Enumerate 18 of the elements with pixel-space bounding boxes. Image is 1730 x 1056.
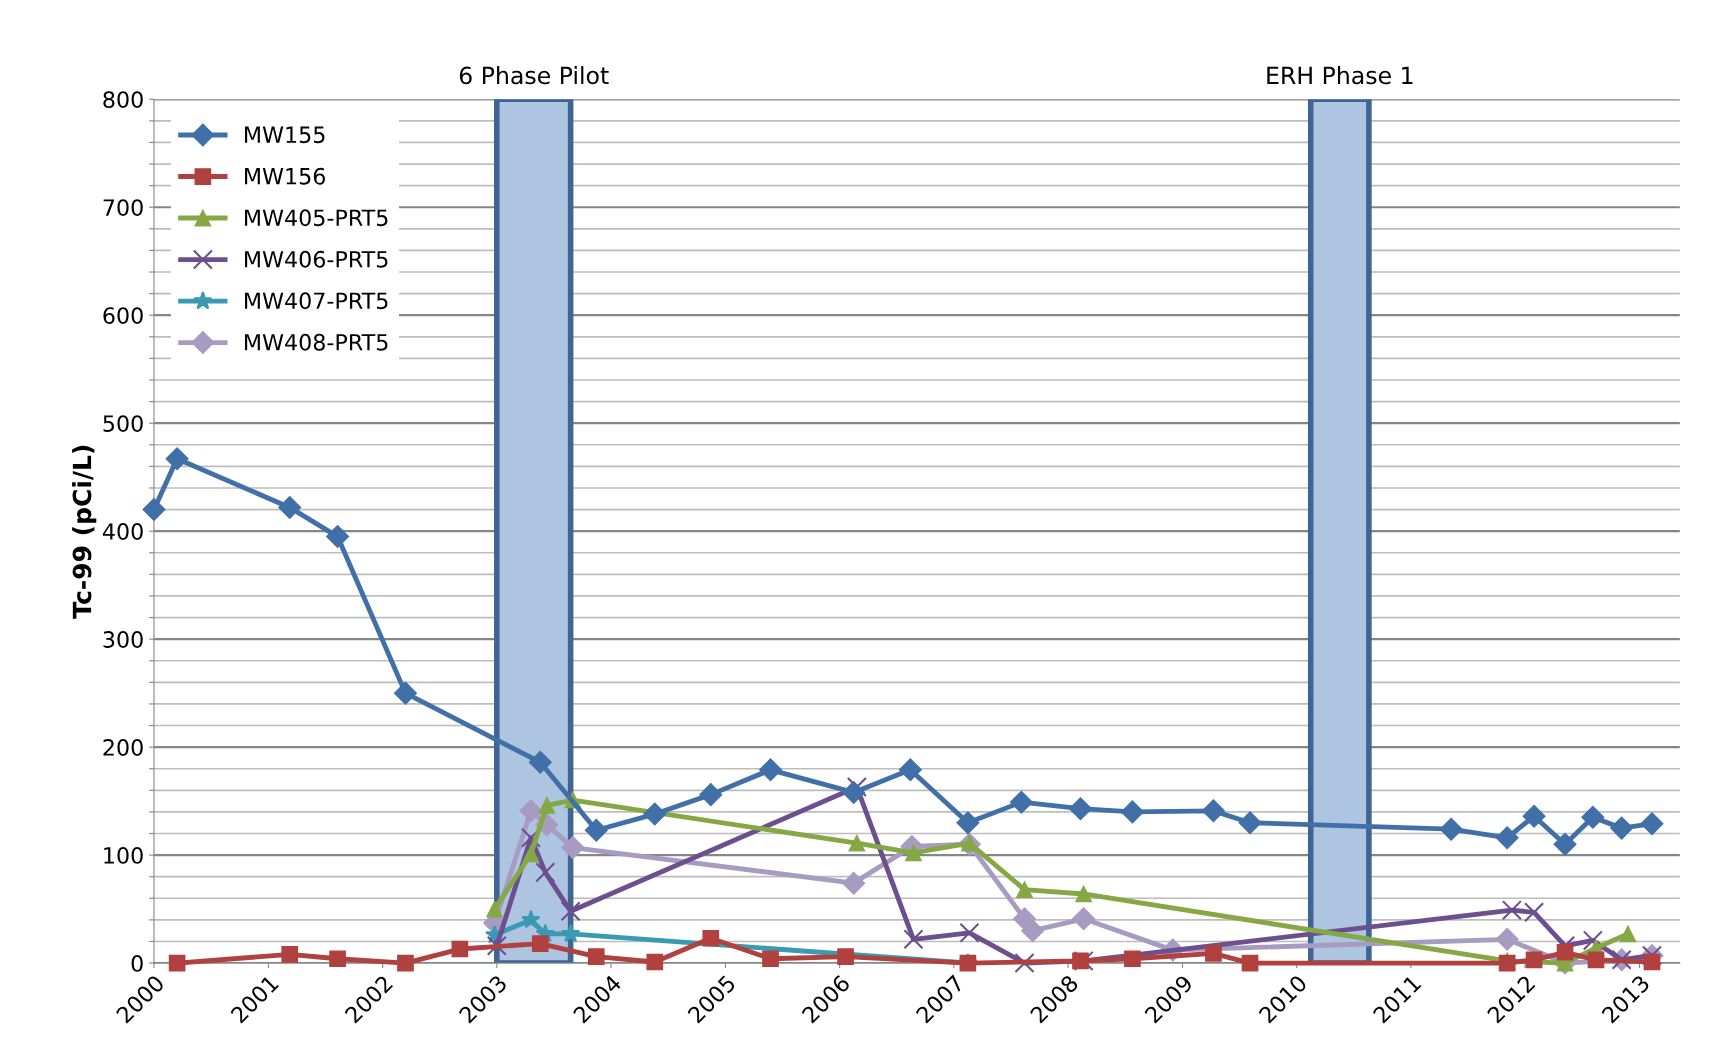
y-tick-label: 0 <box>131 955 143 972</box>
legend-label: MW155 <box>245 126 325 144</box>
y-tick-label: 400 <box>102 523 143 540</box>
y-tick-label: 800 <box>103 91 143 109</box>
legend-label: MW408-PRT5 <box>245 333 388 351</box>
y-tick-label: 100 <box>104 847 143 864</box>
legend-label: MW405-PRT5 <box>245 209 388 227</box>
legend-label: MW156 <box>245 167 326 185</box>
y-tick-label: 300 <box>103 631 143 648</box>
band-label: 6 Phase Pilot <box>459 66 609 85</box>
band-label: ERH Phase 1 <box>1267 66 1413 85</box>
y-tick-label: 700 <box>103 199 143 216</box>
y-axis-title: Tc-99 (pCi/L) <box>72 445 97 619</box>
legend-label: MW406-PRT5 <box>245 250 388 268</box>
y-tick-label: 200 <box>103 739 143 756</box>
legend-label: MW407-PRT5 <box>245 292 388 310</box>
y-tick-label: 500 <box>103 415 143 432</box>
y-tick-label: 600 <box>103 307 143 324</box>
